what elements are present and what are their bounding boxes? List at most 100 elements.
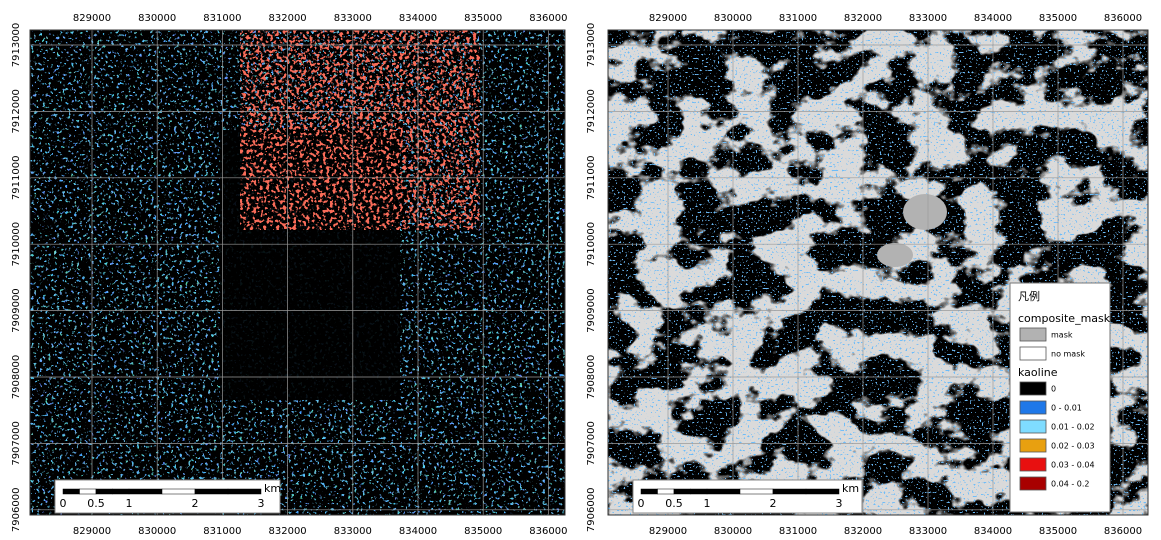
- x-coordinate-label: 833000: [334, 526, 372, 537]
- x-coordinate-label: 833000: [334, 13, 372, 24]
- y-coordinate-label: 7911000: [11, 156, 22, 201]
- y-coordinate-label: 7909000: [11, 288, 22, 333]
- y-coordinate-label: 7910000: [586, 222, 597, 267]
- scale-bar-label: 2: [192, 497, 199, 510]
- y-coordinate-label: 7906000: [11, 488, 22, 533]
- legend-swatch: [1020, 420, 1046, 433]
- legend-swatch: [1020, 382, 1046, 395]
- x-coordinate-label: 835000: [1039, 526, 1077, 537]
- scale-bar-label: 2: [770, 497, 777, 510]
- red-anomaly: [240, 30, 480, 230]
- x-coordinate-label: 834000: [974, 526, 1012, 537]
- legend-label: 0: [1051, 385, 1056, 394]
- x-coordinate-label: 833000: [909, 13, 947, 24]
- scale-bar-label: 1: [126, 497, 133, 510]
- x-coordinate-label: 833000: [909, 526, 947, 537]
- x-coordinate-label: 831000: [779, 13, 817, 24]
- x-coordinate-label: 829000: [649, 13, 687, 24]
- legend-label: no mask: [1051, 350, 1085, 359]
- y-coordinate-label: 7913000: [586, 23, 597, 68]
- legend-label: 0.03 - 0.04: [1051, 461, 1095, 470]
- scale-bar-segment: [63, 489, 80, 494]
- x-coordinate-label: 831000: [203, 526, 241, 537]
- x-coordinate-label: 830000: [138, 13, 176, 24]
- x-coordinate-label: 836000: [1104, 526, 1142, 537]
- y-coordinate-label: 7913000: [11, 23, 22, 68]
- scale-bar-unit: km: [842, 482, 859, 495]
- scale-bar-segment: [658, 489, 675, 494]
- scale-bar-segment: [674, 489, 691, 494]
- scale-bar-segment: [773, 489, 806, 494]
- scale-bar-label: 0.5: [665, 497, 683, 510]
- x-coordinate-label: 832000: [269, 526, 307, 537]
- left-imagery: [30, 30, 565, 515]
- y-coordinate-label: 7911000: [586, 156, 597, 201]
- legend-label: 0.01 - 0.02: [1051, 423, 1095, 432]
- y-coordinate-label: 7907000: [586, 421, 597, 466]
- x-coordinate-label: 835000: [464, 13, 502, 24]
- scale-bar-segment: [96, 489, 113, 494]
- mask-blob: [903, 194, 947, 230]
- map-figure: 829000 829000 830000 830000 831000 831000 8320…: [0, 0, 1161, 540]
- scale-bar-segment: [641, 489, 658, 494]
- y-coordinate-label: 7908000: [11, 355, 22, 400]
- y-coordinate-label: 7907000: [11, 421, 22, 466]
- scale-bar-label: 0.5: [87, 497, 105, 510]
- scale-bar-label: 0: [638, 497, 645, 510]
- x-coordinate-label: 829000: [73, 526, 111, 537]
- y-coordinate-label: 7910000: [11, 222, 22, 267]
- legend-title: 凡例: [1018, 289, 1040, 303]
- scale-bar-segment: [228, 489, 261, 494]
- x-coordinate-label: 830000: [714, 13, 752, 24]
- scale-bar-segment: [707, 489, 740, 494]
- legend-label: 0.02 - 0.03: [1051, 442, 1095, 451]
- legend-swatch: [1020, 401, 1046, 414]
- y-coordinate-label: 7909000: [586, 288, 597, 333]
- legend-group-name: kaoline: [1018, 366, 1058, 379]
- x-coordinate-label: 832000: [844, 13, 882, 24]
- x-coordinate-label: 836000: [529, 13, 567, 24]
- x-coordinate-label: 832000: [844, 526, 882, 537]
- x-coordinate-label: 834000: [399, 526, 437, 537]
- scale-bar-unit: km: [264, 482, 281, 495]
- x-coordinate-label: 836000: [529, 526, 567, 537]
- mask-blob: [877, 243, 913, 267]
- x-coordinate-label: 831000: [203, 13, 241, 24]
- scale-bar-segment: [806, 489, 839, 494]
- x-coordinate-label: 832000: [269, 13, 307, 24]
- legend-group-name: composite_mask: [1018, 312, 1111, 325]
- scale-bar-label: 3: [258, 497, 265, 510]
- x-coordinate-label: 835000: [1039, 13, 1077, 24]
- scale-bar-segment: [195, 489, 228, 494]
- x-coordinate-label: 829000: [649, 526, 687, 537]
- y-coordinate-label: 7908000: [586, 355, 597, 400]
- legend-swatch: [1020, 439, 1046, 452]
- x-coordinate-label: 834000: [399, 13, 437, 24]
- x-coordinate-label: 830000: [138, 526, 176, 537]
- x-coordinate-label: 829000: [73, 13, 111, 24]
- y-coordinate-label: 7906000: [586, 488, 597, 533]
- x-coordinate-label: 836000: [1104, 13, 1142, 24]
- legend-label: mask: [1051, 331, 1073, 340]
- legend-swatch: [1020, 328, 1046, 341]
- legend-swatch: [1020, 458, 1046, 471]
- scale-bar-segment: [80, 489, 97, 494]
- y-coordinate-label: 7912000: [11, 89, 22, 134]
- scale-bar-segment: [113, 489, 130, 494]
- scale-bar-segment: [129, 489, 162, 494]
- legend-label: 0.04 - 0.2: [1051, 480, 1090, 489]
- legend-swatch: [1020, 347, 1046, 360]
- x-coordinate-label: 831000: [779, 526, 817, 537]
- scale-bar-segment: [740, 489, 773, 494]
- x-coordinate-label: 830000: [714, 526, 752, 537]
- x-coordinate-label: 834000: [974, 13, 1012, 24]
- scale-bar-label: 1: [704, 497, 711, 510]
- scale-bar-label: 0: [60, 497, 67, 510]
- scale-bar-segment: [691, 489, 708, 494]
- scale-bar-segment: [162, 489, 195, 494]
- y-coordinate-label: 7912000: [586, 89, 597, 134]
- scale-bar-label: 3: [836, 497, 843, 510]
- x-coordinate-label: 835000: [464, 526, 502, 537]
- legend-swatch: [1020, 477, 1046, 490]
